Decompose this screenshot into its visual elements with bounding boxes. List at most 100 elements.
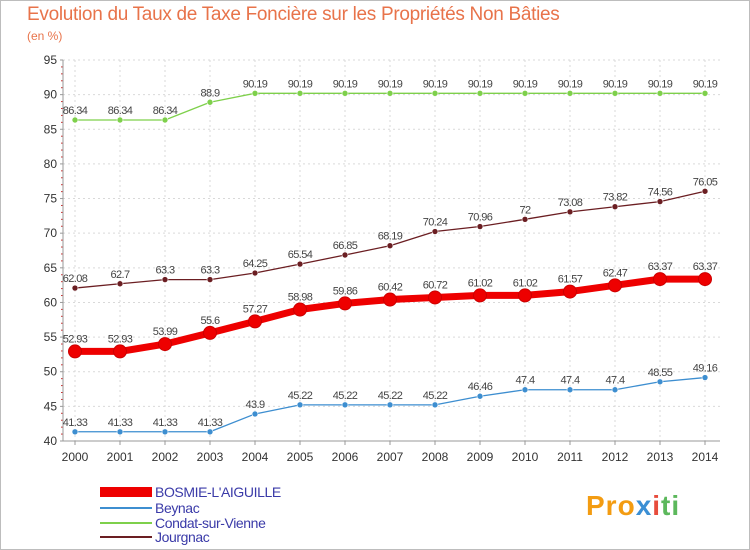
data-point (386, 242, 394, 250)
data-point (521, 90, 529, 97)
data-point (248, 314, 262, 329)
data-label: 90.19 (243, 78, 268, 90)
data-point (386, 90, 394, 97)
data-label: 62.7 (110, 269, 129, 281)
data-label: 63.3 (155, 265, 174, 277)
data-label: 90.19 (558, 78, 583, 90)
y-tick-label: 80 (44, 157, 58, 171)
y-tick-label: 75 (44, 192, 58, 206)
data-label: 73.08 (558, 197, 583, 209)
data-label: 45.22 (333, 390, 358, 402)
data-point (206, 276, 214, 283)
data-point (296, 260, 304, 268)
data-point (296, 401, 304, 409)
data-point (476, 223, 484, 230)
data-label: 45.22 (423, 390, 448, 402)
y-axis-unit: (en %) (27, 29, 63, 43)
data-point (161, 276, 169, 283)
data-label: 65.54 (288, 249, 313, 261)
data-point (473, 288, 487, 303)
legend-label: Beynac (155, 500, 200, 516)
data-point (611, 203, 619, 211)
data-label: 41.33 (198, 417, 223, 429)
data-label: 90.19 (513, 78, 538, 90)
data-label: 68.19 (378, 231, 403, 243)
data-label: 70.24 (423, 217, 448, 229)
data-label: 63.37 (693, 261, 718, 273)
data-label: 47.4 (605, 375, 624, 387)
data-point (338, 296, 352, 311)
data-label: 45.22 (378, 390, 403, 402)
data-label: 47.4 (515, 375, 534, 387)
data-label: 64.25 (243, 258, 268, 270)
y-tick-label: 70 (44, 226, 58, 240)
data-point (161, 428, 169, 436)
data-label: 90.19 (378, 78, 403, 90)
data-label: 73.82 (603, 192, 628, 204)
data-point (656, 198, 664, 205)
data-label: 90.19 (468, 78, 493, 90)
x-tick-label: 2009 (467, 450, 494, 464)
data-point (431, 228, 439, 235)
data-label: 90.19 (333, 78, 358, 90)
data-point (203, 325, 217, 340)
data-label: 61.02 (468, 277, 493, 289)
data-point (476, 90, 484, 97)
x-tick-label: 2012 (602, 450, 629, 464)
data-point (656, 90, 664, 97)
data-label: 62.47 (603, 267, 628, 279)
data-label: 70.96 (468, 212, 493, 224)
data-point (566, 90, 574, 97)
y-tick-label: 60 (44, 295, 58, 309)
data-point (563, 284, 577, 299)
data-label: 58.98 (288, 292, 313, 304)
x-tick-label: 2000 (62, 450, 89, 464)
data-label: 41.33 (108, 417, 133, 429)
data-point (518, 288, 532, 303)
data-label: 60.72 (423, 279, 448, 291)
proxiti-logo: Proxiti (586, 490, 681, 521)
data-point (701, 374, 709, 381)
data-label: 41.33 (153, 417, 178, 429)
data-label: 61.57 (558, 274, 583, 286)
data-point (296, 90, 304, 97)
data-point (293, 302, 307, 317)
data-point (656, 378, 664, 386)
data-label: 86.34 (153, 105, 178, 117)
x-tick-label: 2006 (332, 450, 359, 464)
data-label: 60.42 (378, 282, 403, 294)
data-point (71, 116, 79, 124)
data-point (68, 344, 82, 359)
x-tick-label: 2013 (647, 450, 674, 464)
data-point (251, 90, 259, 97)
data-point (71, 428, 79, 436)
data-point (341, 401, 349, 409)
data-label: 61.02 (513, 277, 538, 289)
data-point (521, 216, 529, 223)
x-tick-label: 2004 (242, 450, 269, 464)
data-label: 45.22 (288, 390, 313, 402)
data-label: 55.6 (200, 315, 219, 327)
data-point (158, 337, 172, 352)
data-point (608, 278, 622, 293)
data-label: 63.37 (648, 261, 673, 273)
data-label: 52.93 (108, 333, 133, 345)
data-label: 49.16 (693, 363, 718, 375)
data-label: 47.4 (560, 375, 579, 387)
legend-swatch (100, 522, 152, 524)
data-point (116, 280, 124, 288)
legend-swatch (100, 507, 152, 509)
x-tick-label: 2010 (512, 450, 539, 464)
data-point (521, 386, 529, 394)
data-label: 48.55 (648, 367, 673, 379)
y-tick-label: 45 (44, 399, 58, 413)
y-tick-label: 50 (44, 365, 58, 379)
data-point (383, 292, 397, 307)
data-point (476, 392, 484, 400)
data-point (206, 428, 214, 436)
data-point (611, 386, 619, 394)
x-tick-label: 2011 (557, 450, 583, 464)
data-label: 41.33 (63, 417, 88, 429)
data-label: 90.19 (693, 78, 718, 90)
data-label: 66.85 (333, 240, 358, 252)
